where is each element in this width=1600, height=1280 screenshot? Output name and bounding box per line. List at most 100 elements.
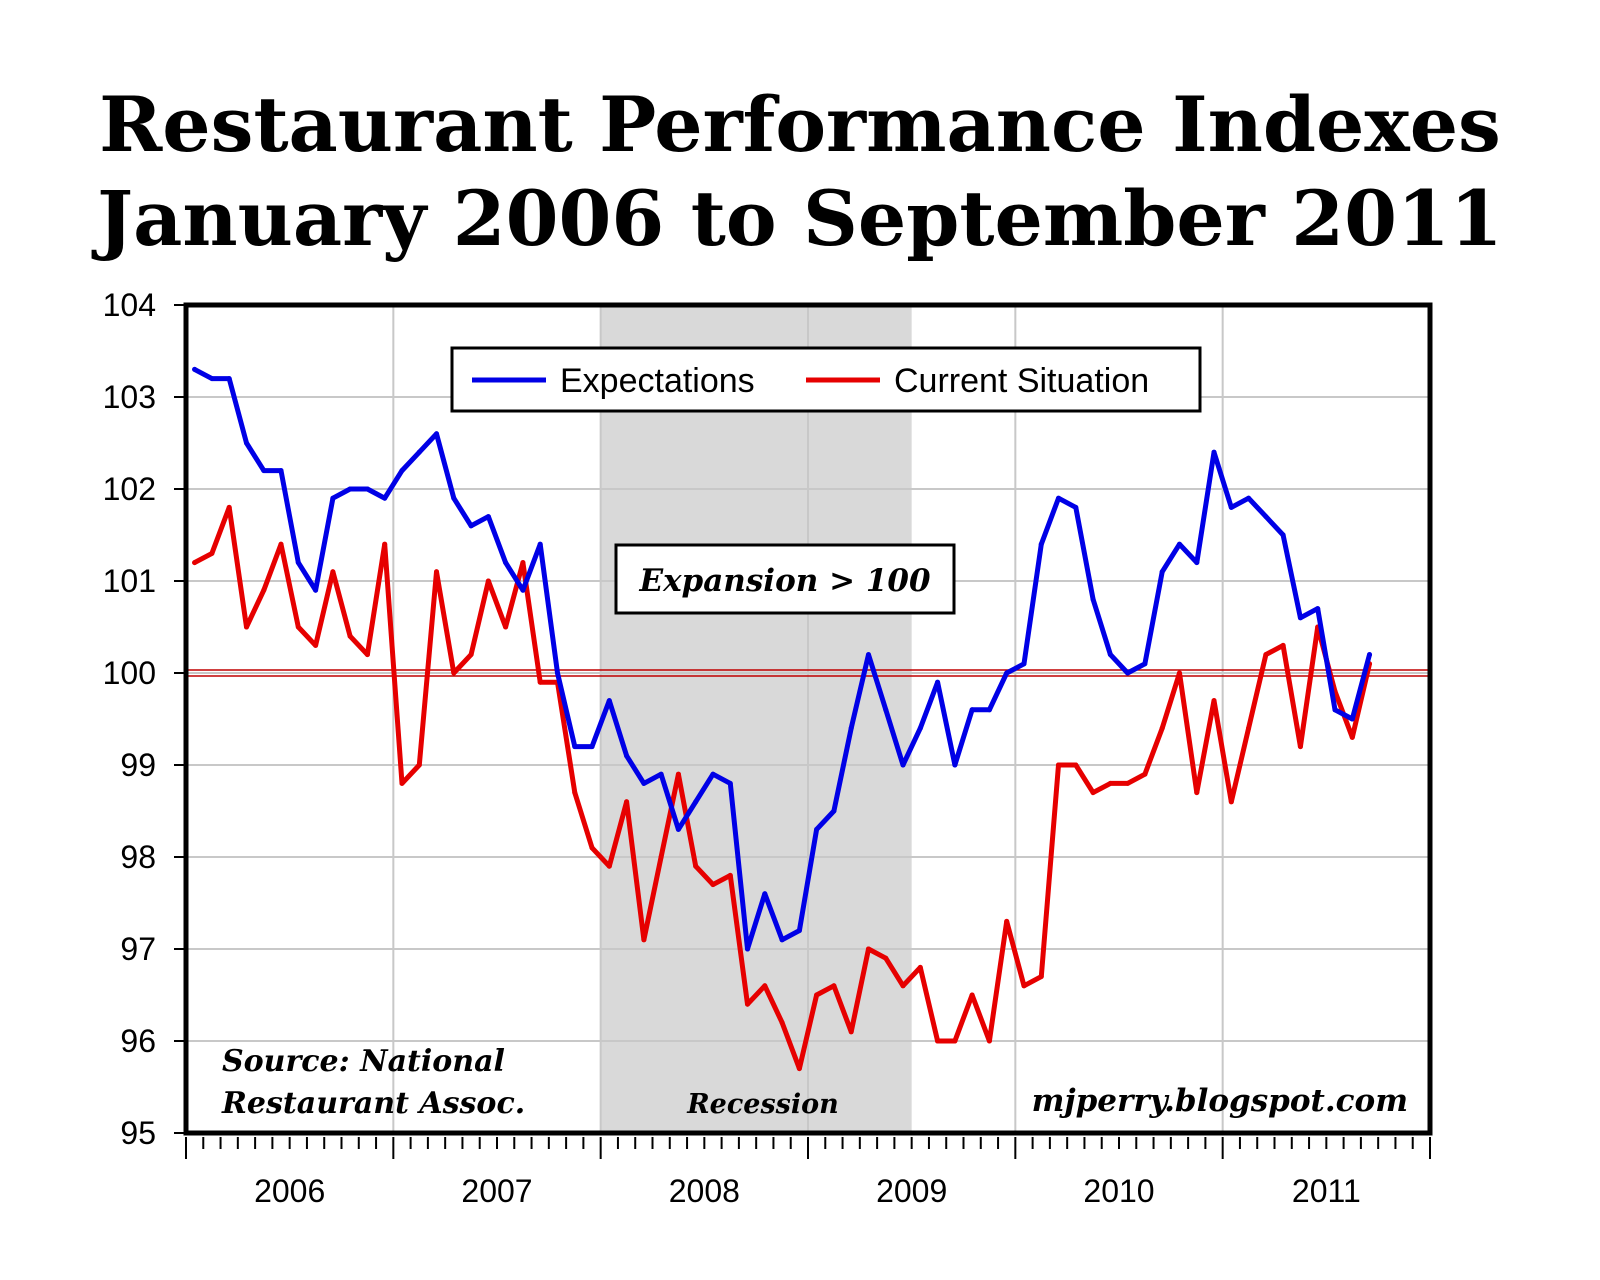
legend-label-current: Current Situation (894, 362, 1149, 400)
data-point-current-situation (572, 790, 578, 796)
data-point-current-situation (1228, 799, 1234, 805)
data-point-expectations (1142, 661, 1148, 667)
data-point-expectations (606, 698, 612, 704)
data-point-current-situation (503, 624, 509, 630)
data-point-current-situation (434, 569, 440, 575)
data-point-current-situation (1004, 918, 1010, 924)
data-point-expectations (537, 541, 543, 547)
data-point-current-situation (1246, 725, 1252, 731)
data-point-expectations (935, 679, 941, 685)
y-tick-label: 97 (120, 931, 156, 967)
data-point-expectations (917, 725, 923, 731)
data-point-current-situation (762, 983, 768, 989)
data-point-current-situation (848, 1029, 854, 1035)
data-point-expectations (1367, 652, 1373, 658)
data-point-expectations (1159, 569, 1165, 575)
y-tick-label: 99 (120, 747, 156, 783)
data-point-expectations (468, 523, 474, 529)
data-point-current-situation (416, 762, 422, 768)
data-point-expectations (192, 366, 198, 372)
data-point-current-situation (1194, 790, 1200, 796)
data-point-expectations (1297, 615, 1303, 621)
data-point-expectations (399, 468, 405, 474)
data-point-expectations (848, 725, 854, 731)
data-point-expectations (451, 495, 457, 501)
recession-label: Recession (686, 1089, 839, 1120)
data-point-expectations (1004, 670, 1010, 676)
data-point-expectations (1090, 596, 1096, 602)
plot-frame (183, 302, 1433, 1136)
data-point-expectations (1021, 661, 1027, 667)
data-point-current-situation (1297, 744, 1303, 750)
data-point-current-situation (1090, 790, 1096, 796)
data-point-expectations (1056, 495, 1062, 501)
series-lines (192, 366, 1373, 1072)
data-point-expectations (693, 799, 699, 805)
data-point-expectations (710, 771, 716, 777)
data-point-current-situation (451, 670, 457, 676)
y-tick-label: 101 (103, 563, 156, 599)
data-point-current-situation (364, 652, 370, 658)
data-point-expectations (1246, 495, 1252, 501)
chart-title: Restaurant Performance Indexes (99, 80, 1501, 169)
data-point-expectations (883, 707, 889, 713)
data-point-expectations (675, 826, 681, 832)
x-axis: 2006 2007 2008 2009 2010 2011 (185, 1137, 1431, 1209)
data-point-expectations (485, 514, 491, 520)
data-point-expectations (572, 744, 578, 750)
data-point-current-situation (1176, 670, 1182, 676)
data-point-expectations (589, 744, 595, 750)
x-tick-label: 2007 (461, 1173, 532, 1209)
data-point-expectations (209, 376, 215, 382)
data-point-expectations (503, 560, 509, 566)
data-point-current-situation (624, 799, 630, 805)
data-point-current-situation (1142, 771, 1148, 777)
data-point-current-situation (295, 624, 301, 630)
data-point-expectations (1263, 514, 1269, 520)
data-point-current-situation (1021, 983, 1027, 989)
data-point-expectations (1176, 541, 1182, 547)
data-point-current-situation (745, 1001, 751, 1007)
data-point-expectations (1315, 606, 1321, 612)
data-point-expectations (520, 587, 526, 593)
data-point-expectations (1211, 449, 1217, 455)
data-point-current-situation (468, 652, 474, 658)
data-point-current-situation (865, 946, 871, 952)
y-tick-label: 96 (120, 1023, 156, 1059)
data-point-expectations (226, 376, 232, 382)
x-tick-label: 2008 (669, 1173, 740, 1209)
data-point-expectations (1125, 670, 1131, 676)
data-point-current-situation (675, 771, 681, 777)
data-point-expectations (831, 808, 837, 814)
expansion-box (614, 543, 956, 615)
y-tick-label: 103 (103, 379, 156, 415)
source-line-1: Source: National (222, 1044, 505, 1079)
data-point-expectations (347, 486, 353, 492)
data-point-current-situation (641, 937, 647, 943)
data-point-current-situation (658, 854, 664, 860)
data-point-expectations (295, 560, 301, 566)
data-point-expectations (1228, 504, 1234, 510)
data-point-expectations (330, 495, 336, 501)
data-point-current-situation (952, 1038, 958, 1044)
data-point-current-situation (1159, 725, 1165, 731)
data-point-expectations (658, 771, 664, 777)
data-point-current-situation (382, 541, 388, 547)
y-tick-label: 98 (120, 839, 156, 875)
y-tick-label: 102 (103, 471, 156, 507)
data-point-expectations (762, 891, 768, 897)
y-tick-label: 104 (103, 287, 156, 323)
data-point-expectations (796, 928, 802, 934)
data-point-current-situation (347, 633, 353, 639)
data-point-current-situation (796, 1066, 802, 1072)
data-point-current-situation (1349, 734, 1355, 740)
data-point-expectations (969, 707, 975, 713)
data-point-expectations (779, 937, 785, 943)
data-point-current-situation (537, 679, 543, 685)
data-point-current-situation (1056, 762, 1062, 768)
data-point-expectations (243, 440, 249, 446)
data-point-expectations (641, 780, 647, 786)
data-point-current-situation (727, 872, 733, 878)
data-point-expectations (1107, 652, 1113, 658)
